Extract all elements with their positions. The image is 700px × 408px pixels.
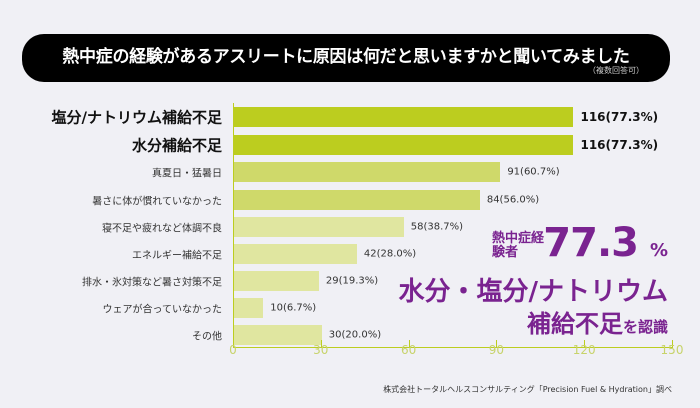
x-tick-mark <box>233 340 234 347</box>
x-tick-mark <box>496 340 498 347</box>
x-tick-label: 0 <box>229 343 237 357</box>
bar <box>234 325 322 345</box>
y-axis-line <box>233 103 234 348</box>
bar <box>234 107 574 127</box>
x-tick-mark <box>672 340 673 347</box>
bar <box>234 217 404 237</box>
category-label: 暑さに体が慣れていなかった <box>92 196 222 208</box>
data-label: 42(28.0%) <box>363 248 417 260</box>
callout-unit: % <box>649 240 668 261</box>
bar <box>234 244 357 264</box>
bar <box>234 298 264 318</box>
data-label: 84(56.0%) <box>486 194 540 206</box>
callout-prefix: 熱中症経験者 <box>492 231 545 260</box>
callout-line3: 補給不足を認識 <box>527 304 668 339</box>
category-label: ウェアが合っていなかった <box>102 304 223 316</box>
category-label: 寝不足や疲れなど体調不良 <box>102 223 222 235</box>
x-tick-mark <box>584 340 586 347</box>
chart-title: 熱中症の経験があるアスリートに原因は何だと思いますかと聞いてみました <box>62 47 630 67</box>
callout-line3-suffix: を認識 <box>622 318 668 336</box>
data-label: 29(19.3%) <box>325 275 379 287</box>
title-banner: 熱中症の経験があるアスリートに原因は何だと思いますかと聞いてみました （複数回答… <box>22 34 670 82</box>
callout-value: 77.3 <box>543 220 639 266</box>
bar <box>234 271 319 291</box>
x-tick-label: 120 <box>572 343 596 357</box>
category-label: 塩分/ナトリウム補給不足 <box>51 108 222 127</box>
bar <box>234 162 501 182</box>
category-label: その他 <box>192 331 222 343</box>
callout-line3-main: 補給不足 <box>526 310 623 338</box>
x-tick-label: 150 <box>660 343 684 357</box>
x-tick-label: 90 <box>488 343 505 357</box>
x-tick-label: 60 <box>400 343 417 357</box>
bar <box>234 190 480 210</box>
data-label: 58(38.7%) <box>410 221 464 233</box>
x-tick-mark <box>408 340 410 347</box>
bar <box>234 135 574 155</box>
category-label: 水分補給不足 <box>131 136 222 155</box>
data-label: 10(6.7%) <box>270 302 317 314</box>
category-label: 真夏日・猛暑日 <box>152 168 222 180</box>
source-note: 株式会社トータルヘルスコンサルティング「Precision Fuel & Hyd… <box>383 385 672 394</box>
multiple-answer-note: （複数回答可） <box>588 66 644 75</box>
data-label: 116(77.3%) <box>580 110 659 124</box>
data-label: 30(20.0%) <box>328 329 382 341</box>
x-tick-mark <box>320 340 322 347</box>
category-label: エネルギー補給不足 <box>132 250 222 262</box>
x-axis-line <box>233 347 673 348</box>
data-label: 116(77.3%) <box>580 138 659 152</box>
callout-line2: 水分・塩分/ナトリウム <box>398 277 669 307</box>
x-tick-label: 30 <box>313 343 329 357</box>
category-label: 排水・氷対策など暑さ対策不足 <box>82 277 222 289</box>
data-label: 91(60.7%) <box>507 166 560 178</box>
